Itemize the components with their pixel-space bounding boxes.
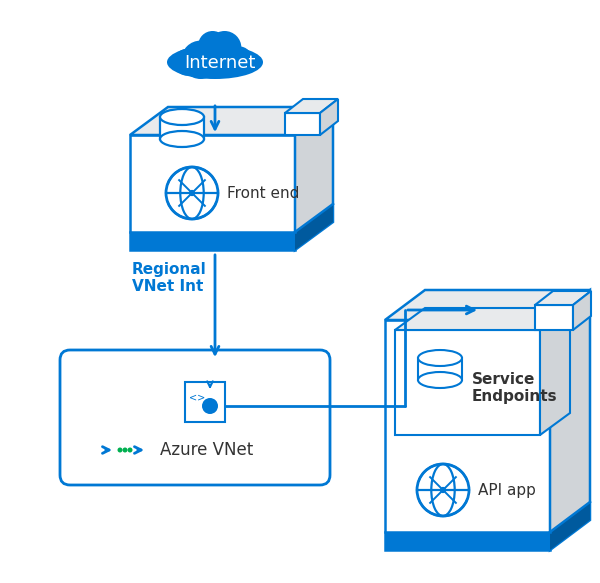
Circle shape (417, 464, 469, 516)
Circle shape (128, 448, 133, 452)
Circle shape (189, 190, 195, 196)
Ellipse shape (160, 109, 204, 125)
FancyBboxPatch shape (60, 350, 330, 485)
Polygon shape (535, 305, 573, 330)
Polygon shape (285, 99, 338, 113)
Circle shape (226, 47, 253, 73)
Text: Regional
VNet Int: Regional VNet Int (132, 262, 207, 294)
Polygon shape (160, 117, 204, 139)
Polygon shape (540, 308, 570, 435)
Circle shape (181, 41, 220, 79)
Ellipse shape (160, 131, 204, 147)
Polygon shape (130, 107, 333, 135)
Circle shape (166, 167, 218, 219)
Ellipse shape (418, 350, 462, 366)
Circle shape (174, 49, 200, 76)
Text: Azure VNet: Azure VNet (160, 441, 253, 459)
Polygon shape (385, 532, 550, 550)
Polygon shape (285, 113, 320, 135)
Ellipse shape (418, 372, 462, 388)
Polygon shape (295, 204, 333, 250)
Circle shape (122, 448, 128, 452)
Text: <>: <> (189, 392, 205, 402)
Circle shape (208, 31, 241, 65)
Polygon shape (295, 107, 333, 250)
Text: Service
Endpoints: Service Endpoints (472, 372, 557, 404)
Polygon shape (573, 291, 591, 330)
Text: Internet: Internet (184, 54, 256, 72)
Text: API app: API app (478, 483, 536, 497)
Polygon shape (550, 290, 590, 550)
Polygon shape (395, 330, 540, 435)
Polygon shape (550, 502, 590, 550)
Ellipse shape (167, 45, 263, 79)
Polygon shape (535, 291, 591, 305)
FancyBboxPatch shape (185, 382, 225, 422)
Polygon shape (130, 232, 295, 250)
Polygon shape (130, 135, 295, 250)
Circle shape (118, 448, 122, 452)
Circle shape (202, 398, 218, 414)
Polygon shape (418, 358, 462, 380)
Polygon shape (320, 99, 338, 135)
Text: Front end: Front end (227, 185, 299, 201)
Polygon shape (385, 320, 550, 550)
Polygon shape (395, 308, 570, 330)
Circle shape (198, 31, 227, 60)
Polygon shape (385, 290, 590, 320)
Circle shape (440, 487, 446, 493)
